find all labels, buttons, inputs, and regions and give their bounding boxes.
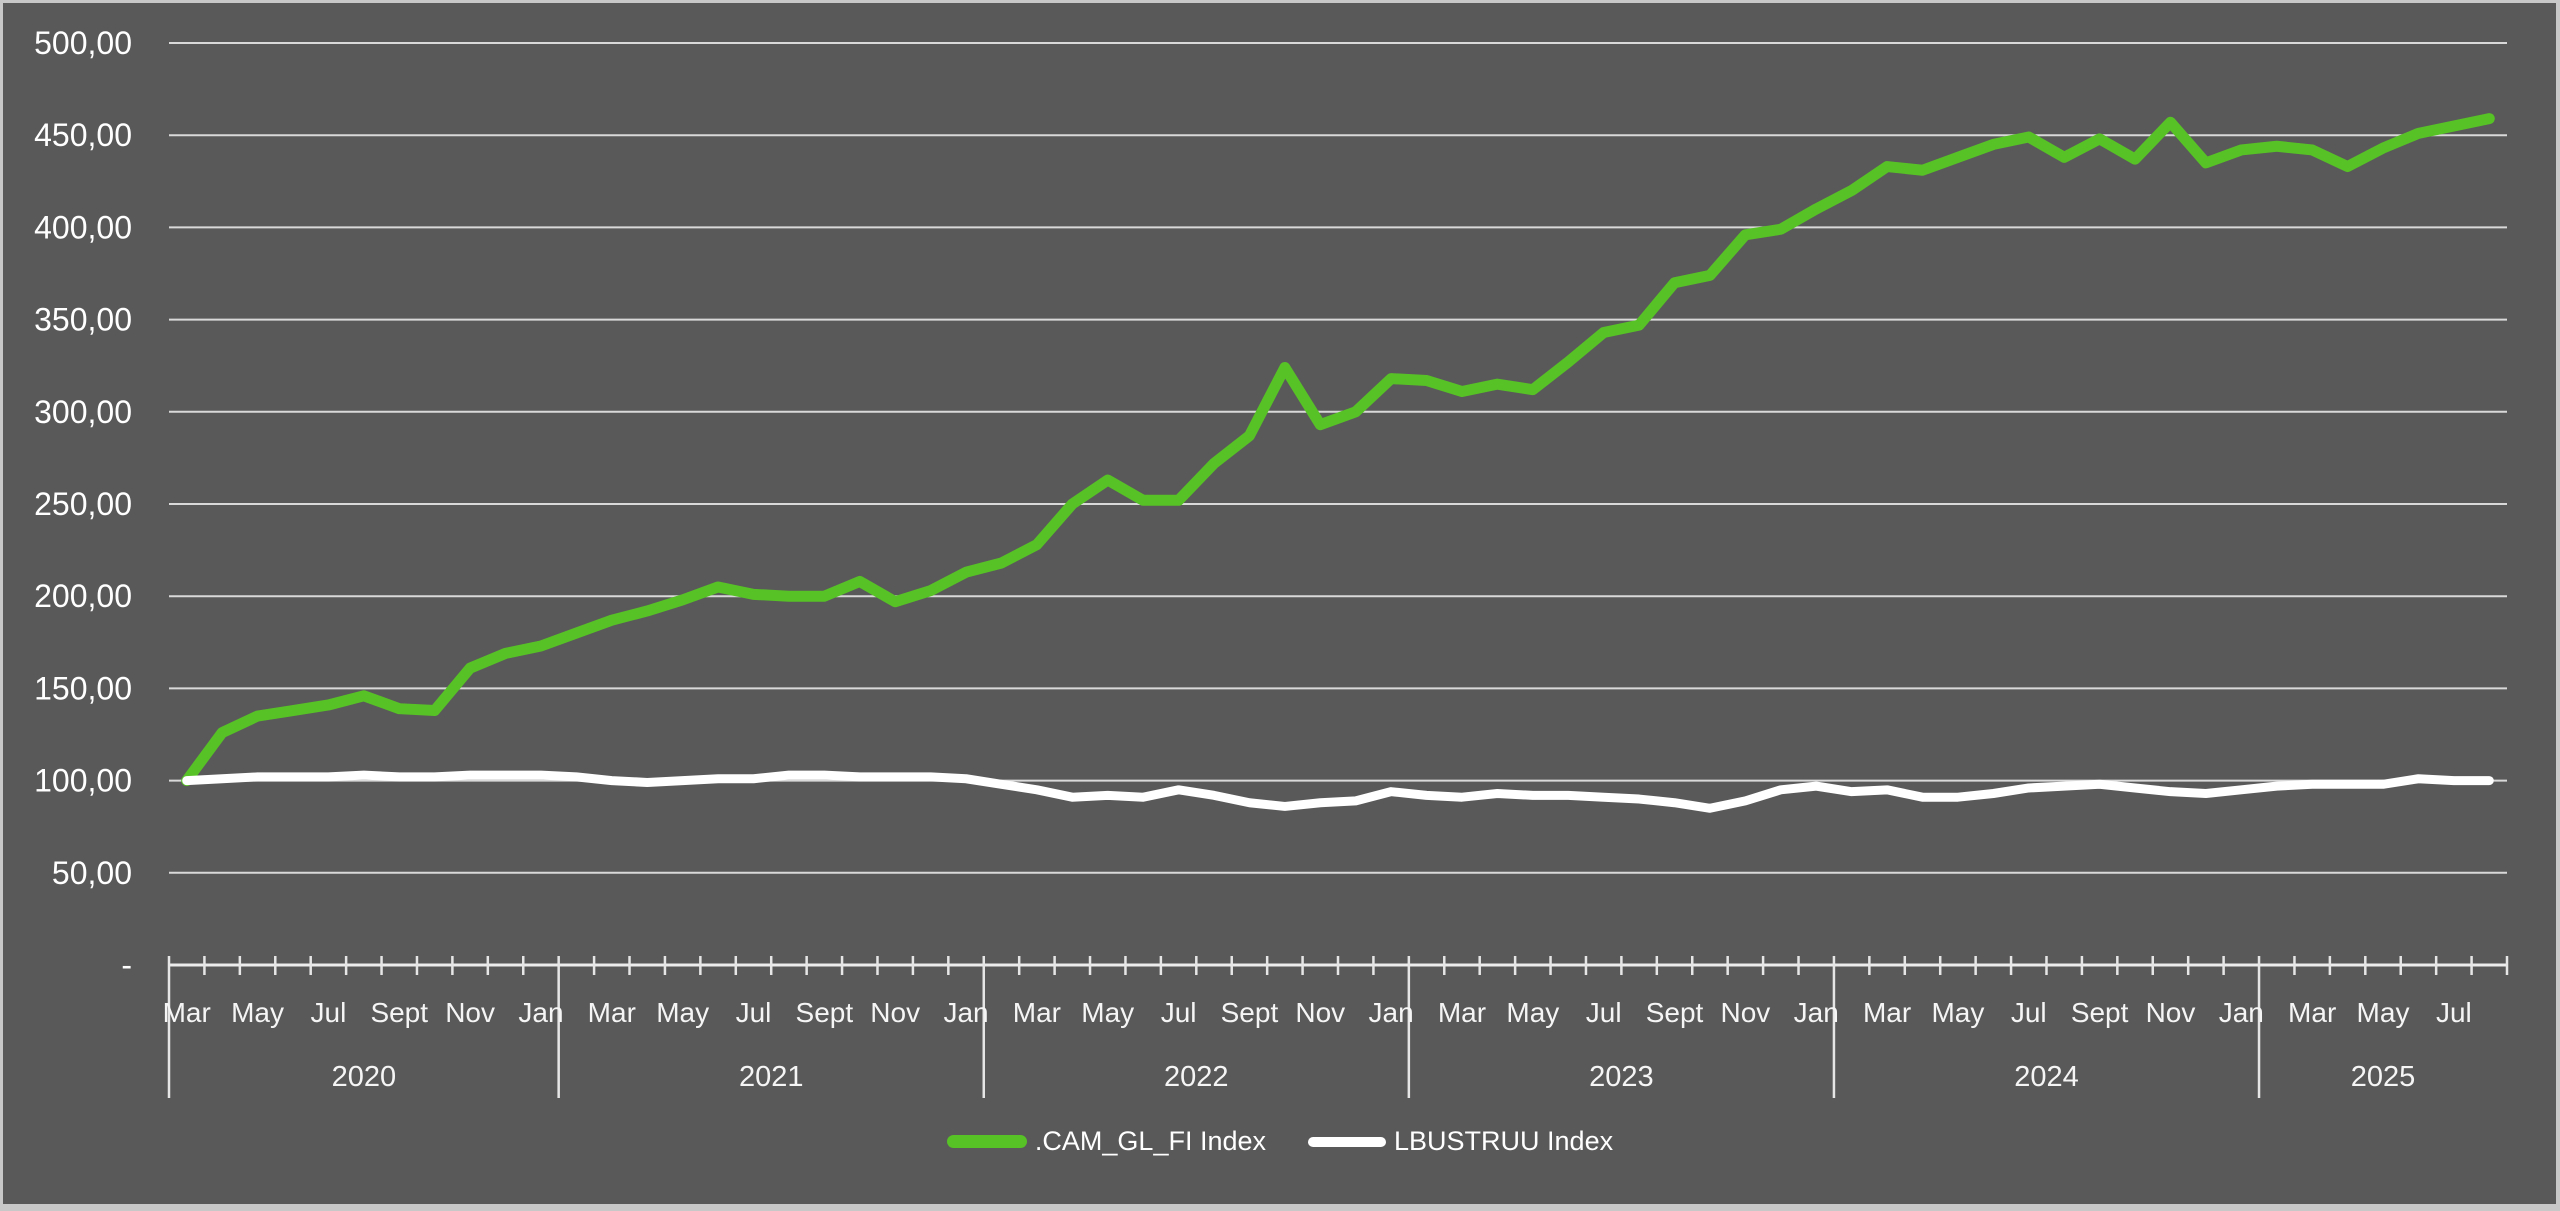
svg-text:50,00: 50,00 [52,855,132,891]
gridlines [169,42,2507,874]
svg-text:May: May [1931,997,1984,1028]
svg-text:May: May [2357,997,2410,1028]
svg-text:Sept: Sept [2071,997,2129,1028]
x-axis-ticks [167,956,2509,1098]
svg-text:Jul: Jul [1586,997,1622,1028]
svg-text:May: May [656,997,709,1028]
svg-text:2023: 2023 [1589,1061,1654,1093]
month-labels: Mar May Jul Sept Nov Jan Mar May Jul Sept Nov Jan Ma… [163,997,2472,1028]
legend-label-cam-gl-fi: .CAM_GL_FI Index [1034,1126,1267,1156]
legend-swatch-white-icon [1308,1136,1387,1147]
svg-text:Jul: Jul [2436,997,2472,1028]
svg-text:Jan: Jan [518,997,563,1028]
svg-text:2025: 2025 [2351,1061,2416,1093]
svg-text:Jan: Jan [943,997,988,1028]
svg-text:2022: 2022 [1164,1061,1229,1093]
legend-item-lbustruu: LBUSTRUU Index [1308,1128,1613,1155]
svg-text:450,00: 450,00 [34,117,132,153]
svg-text:Jan: Jan [2219,997,2264,1028]
svg-text:Nov: Nov [2146,997,2196,1028]
svg-text:Nov: Nov [870,997,920,1028]
svg-text:2024: 2024 [2014,1061,2079,1093]
svg-text:Mar: Mar [1438,997,1486,1028]
svg-text:Sept: Sept [370,997,428,1028]
svg-text:200,00: 200,00 [34,578,132,614]
svg-text:Mar: Mar [2288,997,2336,1028]
svg-text:Sept: Sept [796,997,854,1028]
legend-swatch-green-icon [946,1135,1027,1148]
svg-text:250,00: 250,00 [34,486,132,522]
svg-text:-: - [121,947,132,983]
svg-text:400,00: 400,00 [34,209,132,245]
svg-text:350,00: 350,00 [34,302,132,338]
svg-text:Sept: Sept [1646,997,1704,1028]
year-labels: 2020 2021 2022 2023 2024 2025 [332,1061,2416,1093]
legend-label-lbustruu: LBUSTRUU Index [1394,1126,1614,1156]
y-axis-labels: - 50,00 100,00 150,00 200,00 250,00 300,00 350,… [34,25,132,983]
svg-text:150,00: 150,00 [34,670,132,706]
svg-text:2020: 2020 [332,1061,397,1093]
svg-text:May: May [1081,997,1134,1028]
svg-text:Mar: Mar [588,997,636,1028]
svg-text:Nov: Nov [445,997,495,1028]
svg-text:Jul: Jul [2011,997,2047,1028]
svg-text:Jan: Jan [1369,997,1414,1028]
svg-text:Mar: Mar [1863,997,1911,1028]
svg-text:Mar: Mar [1013,997,1061,1028]
series-lines [181,113,2495,813]
svg-text:Nov: Nov [1295,997,1345,1028]
svg-text:Mar: Mar [163,997,211,1028]
svg-text:300,00: 300,00 [34,394,132,430]
svg-text:Jul: Jul [736,997,772,1028]
series-line--cam-gl-fi-index [181,113,2495,787]
svg-text:500,00: 500,00 [34,25,132,61]
svg-text:100,00: 100,00 [34,763,132,799]
svg-text:Sept: Sept [1221,997,1279,1028]
legend: .CAM_GL_FI Index LBUSTRUU Index [0,1128,2560,1155]
svg-text:Nov: Nov [1720,997,1770,1028]
svg-text:May: May [1506,997,1559,1028]
svg-text:Jan: Jan [1794,997,1839,1028]
svg-text:Jul: Jul [311,997,347,1028]
series-line-lbustruu-index [182,770,2494,813]
svg-text:Jul: Jul [1161,997,1197,1028]
svg-text:May: May [231,997,284,1028]
svg-text:2021: 2021 [739,1061,804,1093]
legend-item-cam-gl-fi: .CAM_GL_FI Index [946,1126,1267,1156]
